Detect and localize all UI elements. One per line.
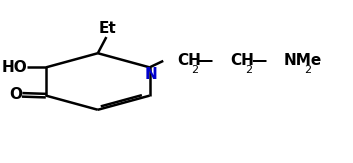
Text: 2: 2 <box>304 65 311 75</box>
Text: O: O <box>9 87 22 102</box>
Text: NMe: NMe <box>283 53 321 68</box>
Text: 2: 2 <box>191 65 198 75</box>
Text: Et: Et <box>98 21 116 36</box>
Text: CH: CH <box>177 53 201 68</box>
Text: —: — <box>197 53 213 68</box>
Text: N: N <box>145 67 158 82</box>
Text: HO: HO <box>1 60 27 75</box>
Text: CH: CH <box>231 53 255 68</box>
Text: 2: 2 <box>245 65 252 75</box>
Text: —: — <box>251 53 266 68</box>
